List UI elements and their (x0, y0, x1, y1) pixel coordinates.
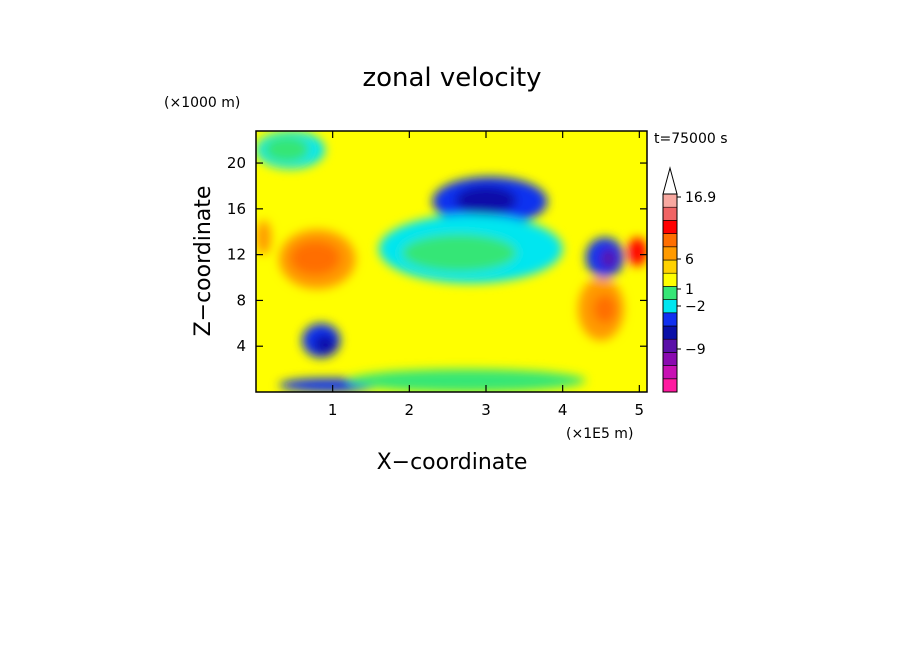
x-tick-label: 2 (405, 401, 415, 419)
colorbar-swatch (662, 220, 678, 234)
region-lower-left-navy (313, 334, 337, 355)
y-tick-label: 4 (236, 337, 246, 355)
region-left-edge-orange (256, 220, 272, 255)
colorbar-label: 1 (685, 282, 694, 298)
region-top-left-green (263, 135, 310, 164)
chart-title: zonal velocity (362, 63, 541, 93)
x-tick-label: 5 (635, 401, 645, 419)
colorbar-label: −2 (685, 299, 706, 315)
colorbar-swatch (662, 193, 678, 208)
time-label: t=75000 s (654, 131, 728, 147)
colorbar-swatch (662, 338, 678, 353)
colorbar-swatch (662, 272, 678, 287)
x-tick-label: 4 (558, 401, 568, 419)
region-upper-middle-navy (455, 185, 517, 215)
colorbar-swatch (662, 233, 678, 248)
region-right-red (593, 294, 617, 324)
plot-area (256, 131, 647, 392)
y-unit-label: (×1000 m) (164, 95, 240, 111)
colorbar-swatch (662, 299, 678, 314)
colorbar-swatch (662, 286, 678, 300)
x-tick-label: 1 (328, 401, 338, 419)
y-tick-label: 20 (227, 154, 246, 172)
region-middle-green (401, 234, 517, 272)
colorbar-label: −9 (685, 342, 706, 358)
colorbar-swatch (662, 325, 678, 340)
colorbar-swatch (662, 312, 678, 327)
x-tick-label: 3 (481, 401, 491, 419)
colorbar-swatch (662, 352, 678, 366)
colorbar-frame (662, 193, 678, 393)
colorbar-label: 6 (685, 252, 694, 268)
colorbar-swatch (662, 378, 678, 393)
region-far-right-red (627, 237, 647, 267)
colorbar-swatch (662, 259, 678, 274)
colorbar-extend-arrow (662, 166, 678, 195)
colorbar-label: 16.9 (685, 190, 716, 206)
colorbar-swatch (662, 365, 678, 380)
x-unit-label: (×1E5 m) (566, 426, 633, 442)
y-tick-label: 8 (236, 291, 246, 309)
x-axis-title: X−coordinate (377, 450, 528, 475)
colorbar-swatch (662, 246, 678, 261)
region-right-navy (601, 248, 617, 269)
plot-frame (255, 130, 648, 393)
y-axis-title: Z−coordinate (191, 186, 216, 337)
region-bottom-green-band (348, 369, 586, 392)
region-left-red-core (290, 240, 341, 276)
colorbar-swatch (662, 206, 678, 221)
y-tick-label: 12 (227, 246, 246, 264)
y-tick-label: 16 (227, 200, 246, 218)
